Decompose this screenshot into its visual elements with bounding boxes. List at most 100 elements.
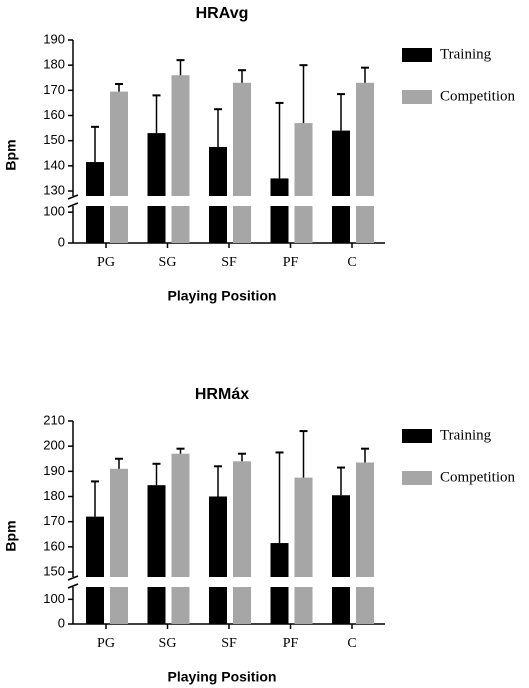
bar bbox=[270, 178, 289, 196]
error-bar bbox=[214, 465, 222, 497]
error-bar bbox=[214, 108, 222, 147]
legend-label: Competition bbox=[440, 469, 516, 485]
bar-lower bbox=[332, 206, 350, 243]
legend-label: Training bbox=[440, 427, 492, 443]
y-tick-label: 180 bbox=[43, 57, 65, 72]
bar-lower bbox=[209, 206, 227, 243]
error-bar bbox=[238, 69, 246, 83]
error-bar bbox=[299, 430, 308, 478]
error-bar bbox=[152, 94, 161, 134]
error-bar bbox=[176, 447, 185, 454]
y-tick-label: 140 bbox=[43, 157, 65, 172]
x-tick-label: PF bbox=[283, 636, 299, 651]
bar bbox=[233, 82, 251, 196]
bar-lower bbox=[209, 587, 227, 624]
bar-lower bbox=[294, 587, 313, 624]
y-tick-label: 0 bbox=[58, 234, 65, 249]
y-tick-label: 190 bbox=[43, 463, 65, 478]
y-tick-label: 130 bbox=[43, 182, 65, 197]
chart-title: HRMáx bbox=[195, 386, 249, 403]
bar bbox=[294, 123, 313, 196]
axis-break bbox=[67, 583, 79, 589]
bar-lower bbox=[171, 587, 190, 624]
legend-swatch bbox=[402, 48, 432, 62]
y-tick-label: 150 bbox=[43, 563, 65, 578]
error-bar bbox=[275, 451, 284, 544]
error-bar bbox=[337, 466, 345, 496]
error-bar bbox=[115, 83, 123, 92]
y-tick-label: 170 bbox=[43, 82, 65, 97]
legend-label: Competition bbox=[440, 88, 516, 104]
bar bbox=[110, 91, 128, 196]
error-bar bbox=[115, 457, 123, 469]
x-tick-label: PG bbox=[97, 255, 115, 270]
bar bbox=[209, 146, 227, 196]
x-tick-label: SG bbox=[159, 636, 177, 651]
x-tick-label: C bbox=[347, 255, 356, 270]
bar-lower bbox=[86, 206, 104, 243]
y-tick-label: 160 bbox=[43, 107, 65, 122]
y-tick-label: 170 bbox=[43, 513, 65, 528]
bar-lower bbox=[294, 206, 313, 243]
error-bar bbox=[337, 93, 345, 131]
y-tick-label: 210 bbox=[43, 412, 65, 427]
y-axis-label: Bpm bbox=[3, 139, 19, 170]
bar-lower bbox=[110, 206, 128, 243]
error-bar bbox=[361, 447, 369, 463]
y-axis-label: Bpm bbox=[3, 520, 19, 551]
x-tick-label: C bbox=[347, 636, 356, 651]
bar-lower bbox=[110, 587, 128, 624]
bar bbox=[356, 82, 374, 196]
bar bbox=[147, 133, 166, 196]
bar-lower bbox=[270, 206, 289, 243]
legend-swatch bbox=[402, 471, 432, 485]
bar bbox=[233, 461, 251, 577]
bar bbox=[110, 468, 128, 577]
bar bbox=[86, 516, 104, 577]
x-axis-label: Playing Position bbox=[168, 288, 277, 304]
y-tick-label: 180 bbox=[43, 488, 65, 503]
y-tick-label: 0 bbox=[58, 615, 65, 630]
bar-lower bbox=[233, 587, 251, 624]
bar-lower bbox=[147, 206, 166, 243]
bar-lower bbox=[332, 587, 350, 624]
bar bbox=[171, 75, 190, 196]
y-tick-label: 200 bbox=[43, 438, 65, 453]
axis-break bbox=[67, 194, 79, 200]
error-bar bbox=[176, 59, 185, 76]
bar-lower bbox=[86, 587, 104, 624]
y-tick-label: 100 bbox=[43, 204, 65, 219]
bar bbox=[147, 485, 166, 577]
error-bar bbox=[275, 101, 284, 179]
bar bbox=[356, 462, 374, 577]
error-bar bbox=[299, 64, 308, 124]
bar bbox=[294, 477, 313, 577]
error-bar bbox=[91, 480, 99, 517]
axis-break bbox=[67, 575, 79, 581]
error-bar bbox=[152, 462, 161, 486]
bar bbox=[209, 496, 227, 577]
bar-lower bbox=[270, 587, 289, 624]
bar bbox=[332, 130, 350, 196]
bar bbox=[86, 162, 104, 196]
error-bar bbox=[238, 452, 246, 462]
x-tick-label: SF bbox=[221, 255, 237, 270]
y-tick-label: 150 bbox=[43, 132, 65, 147]
axis-break bbox=[67, 202, 79, 208]
error-bar bbox=[361, 66, 369, 83]
x-axis-label: Playing Position bbox=[168, 669, 277, 685]
bar-lower bbox=[171, 206, 190, 243]
y-tick-label: 100 bbox=[43, 591, 65, 606]
bar-lower bbox=[147, 587, 166, 624]
bar bbox=[171, 453, 190, 577]
bar-lower bbox=[233, 206, 251, 243]
x-tick-label: PF bbox=[283, 255, 299, 270]
y-tick-label: 190 bbox=[43, 31, 65, 46]
error-bar bbox=[91, 125, 99, 163]
x-tick-label: SF bbox=[221, 636, 237, 651]
y-tick-label: 160 bbox=[43, 538, 65, 553]
legend-swatch bbox=[402, 90, 432, 104]
bar-lower bbox=[356, 587, 374, 624]
bar-lower bbox=[356, 206, 374, 243]
